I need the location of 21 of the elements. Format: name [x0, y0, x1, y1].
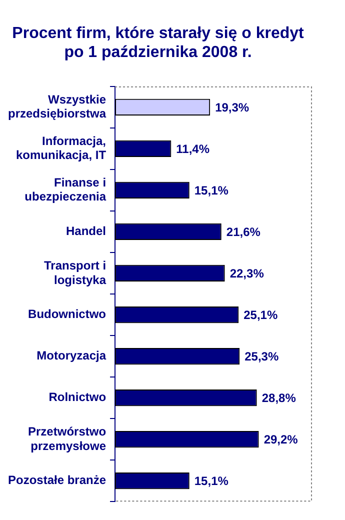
- y-tick-label: Przetwórstwo przemysłowe: [28, 424, 106, 453]
- y-tick-label: Budownictwo: [28, 307, 106, 322]
- data-label: 22,3%: [230, 266, 264, 281]
- data-label: 15,1%: [194, 184, 229, 198]
- data-label: 28,8%: [262, 391, 296, 406]
- y-tick-label: Transport i logistyka: [44, 258, 106, 287]
- y-tick-label: Wszystkie przedsiębiorstwa: [8, 92, 106, 121]
- data-label: 25,1%: [244, 308, 278, 322]
- y-tick-label: Finanse i ubezpieczenia: [24, 175, 106, 204]
- y-tick-label: Handel: [66, 224, 106, 238]
- data-label: 29,2%: [264, 432, 298, 447]
- data-label: 15,1%: [194, 474, 229, 488]
- data-label: 21,6%: [226, 225, 261, 240]
- data-label: 19,3%: [215, 100, 250, 114]
- data-label: 11,4%: [176, 142, 210, 156]
- y-tick-label: Motoryzacja: [36, 348, 106, 363]
- y-tick-label: Informacja, komunikacja, IT: [16, 134, 107, 162]
- y-tick-label: Rolnictwo: [48, 390, 106, 404]
- y-tick-label: Pozostałe branże: [8, 473, 106, 488]
- data-label: 25,3%: [244, 350, 279, 364]
- chart-title: Procent firm, które starały się o kredyt po 1 października 2008 r.: [12, 25, 305, 62]
